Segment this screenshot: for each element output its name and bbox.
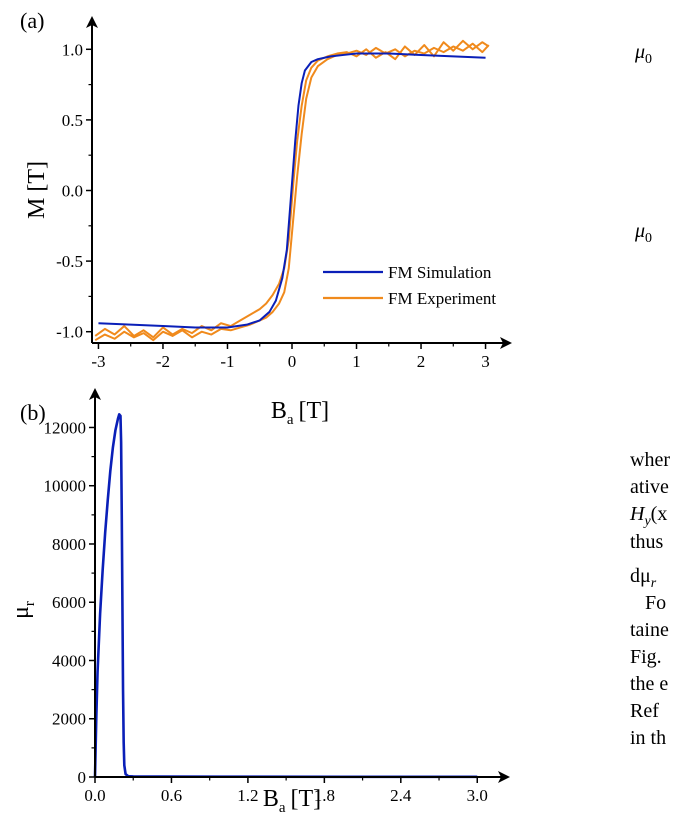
legend-label-fm-experiment: FM Experiment (388, 289, 496, 308)
panel-b-curves (93, 413, 478, 779)
y-tick-label: 8000 (52, 535, 86, 554)
x-tick-label: 2.4 (390, 786, 412, 805)
panel-a-x-axis-label-main: B (271, 398, 287, 424)
panel-b-y-axis-label-sub: r (22, 601, 38, 606)
side-line-5: dμr (630, 565, 657, 591)
y-tick-label: 0.5 (62, 111, 83, 130)
side-mu0-top: μ0 (634, 41, 652, 67)
x-tick-label: -1 (220, 352, 234, 371)
panel-a-x-axis-label-unit: [T] (299, 398, 330, 424)
x-tick-label: -2 (156, 352, 170, 371)
x-tick-label: 0 (288, 352, 297, 371)
x-tick-label: 0.6 (161, 786, 182, 805)
panel-a-curves (94, 39, 490, 342)
side-mu0-bottom-main: μ (634, 220, 645, 242)
panel-b-label: (b) (20, 400, 46, 425)
panel-b-y-axis-label: μr (8, 601, 38, 619)
panel-b-x-axis-label-sub: a (279, 800, 286, 816)
x-tick-label: 2 (417, 352, 426, 371)
x-tick-label: 1.8 (314, 786, 335, 805)
side-line-6: Fo (645, 592, 666, 614)
x-tick-label: 0.0 (84, 786, 105, 805)
side-line-10: Ref (630, 700, 659, 722)
side-line-5-main: dμ (630, 565, 651, 587)
panel-b-ticks: 0.0 0.6 1.2 1.8 2.4 3.0 0 2000 4000 6000 8000 10000… (44, 418, 488, 805)
y-tick-label: -1.0 (56, 323, 83, 342)
y-tick-label: 10000 (44, 477, 87, 496)
y-tick-label: 4000 (52, 651, 86, 670)
panel-a-label: (a) (20, 8, 44, 33)
panel-a-chart: (a) -3 -2 -1 0 1 2 3 -1.0 -0.5 0.0 0.5 1.0 M [T] Ba… (20, 8, 512, 428)
x-tick-label: 3.0 (467, 786, 488, 805)
panel-a-x-axis-label: Ba [T] (271, 398, 329, 428)
x-tick-label: -3 (91, 352, 105, 371)
panel-a-legend: FM Simulation FM Experiment (323, 263, 496, 308)
panel-b-x-axis-label-main: B (263, 786, 279, 812)
side-line-9: the e (630, 673, 668, 695)
panel-b-x-axis-label: Ba [T] (263, 786, 321, 816)
y-tick-label: 0.0 (62, 182, 83, 201)
side-mu0-bottom: μ0 (634, 220, 652, 246)
x-tick-label: 3 (481, 352, 490, 371)
side-mu0-bottom-sub: 0 (645, 231, 652, 246)
x-tick-label: 1.2 (237, 786, 258, 805)
panel-b-y-axis-label-main: μ (8, 606, 34, 619)
side-line-3-tail: (x (651, 503, 668, 525)
y-tick-label: -0.5 (56, 252, 83, 271)
series-line-series-0 (93, 413, 478, 779)
side-line-3-sub: y (642, 514, 651, 529)
side-line-1: wher (630, 449, 670, 471)
side-line-8: Fig. (630, 646, 662, 668)
side-line-5-sub: r (651, 576, 657, 591)
side-line-7: taine (630, 619, 669, 641)
panel-a-y-axis-label: M [T] (24, 161, 50, 219)
side-line-3-main: H (629, 503, 646, 525)
side-line-4: thus (630, 531, 664, 553)
series-line-fm-simulation (98, 52, 486, 329)
panel-a-x-axis-label-sub: a (287, 412, 294, 428)
panel-b-axes (89, 388, 510, 783)
legend-label-fm-simulation: FM Simulation (388, 263, 492, 282)
x-tick-label: 1 (352, 352, 361, 371)
y-tick-label: 6000 (52, 593, 86, 612)
side-line-3: Hy(x (629, 503, 667, 529)
y-tick-label: 1.0 (62, 40, 83, 59)
panel-a-ticks: -3 -2 -1 0 1 2 3 -1.0 -0.5 0.0 0.5 1.0 (56, 40, 490, 371)
side-line-2: ative (630, 476, 669, 498)
panel-b-x-axis-label-unit: [T] (291, 786, 322, 812)
side-mu0-top-main: μ (634, 41, 645, 63)
side-text: μ0 μ0 wher ative Hy(x thus dμr Fo taine … (629, 41, 670, 749)
y-tick-label: 2000 (52, 710, 86, 729)
side-line-11: in th (630, 727, 666, 749)
panel-b-chart: (b) 0.0 0.6 1.2 1.8 2.4 3.0 0 2000 4000 6000 8000 1… (8, 388, 510, 816)
series-line-series-2 (94, 42, 490, 342)
side-mu0-top-sub: 0 (645, 52, 652, 67)
panel-a-axes (86, 16, 512, 349)
y-tick-label: 0 (78, 768, 87, 787)
y-tick-label: 12000 (44, 418, 87, 437)
